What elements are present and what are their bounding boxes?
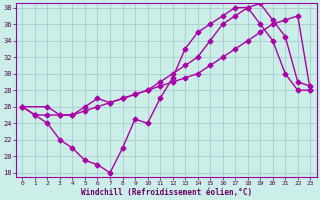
X-axis label: Windchill (Refroidissement éolien,°C): Windchill (Refroidissement éolien,°C) (81, 188, 252, 197)
